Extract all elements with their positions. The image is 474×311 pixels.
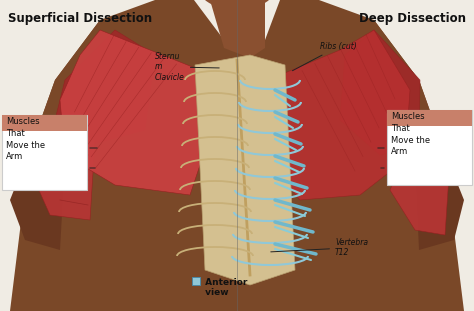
- Polygon shape: [10, 150, 65, 250]
- Polygon shape: [60, 30, 205, 195]
- Text: Ribs (cut): Ribs (cut): [292, 42, 357, 71]
- Polygon shape: [10, 0, 464, 311]
- Polygon shape: [275, 30, 410, 200]
- Ellipse shape: [197, 0, 277, 10]
- Bar: [2, 115, 87, 131]
- Polygon shape: [415, 150, 464, 250]
- Text: Muscles
That
Move the
Arm: Muscles That Move the Arm: [391, 112, 430, 156]
- Text: Deep Dissection: Deep Dissection: [359, 12, 466, 25]
- Polygon shape: [210, 0, 265, 58]
- Polygon shape: [30, 20, 130, 190]
- Bar: [387, 110, 472, 126]
- Text: Vertebra
T12: Vertebra T12: [271, 238, 368, 258]
- Bar: [387, 110, 472, 185]
- Polygon shape: [345, 20, 444, 190]
- Text: Muscles
That
Move the
Arm: Muscles That Move the Arm: [6, 117, 45, 161]
- Text: Superficial Dissection: Superficial Dissection: [8, 12, 152, 25]
- Polygon shape: [195, 55, 295, 285]
- Polygon shape: [30, 120, 95, 220]
- Polygon shape: [390, 145, 450, 235]
- Text: Sternu
m
Clavicle: Sternu m Clavicle: [155, 52, 219, 82]
- Bar: [2, 115, 87, 190]
- Bar: [192, 277, 200, 285]
- Polygon shape: [340, 30, 420, 155]
- Polygon shape: [55, 30, 155, 145]
- Text: Anterior
 view: Anterior view: [202, 278, 247, 297]
